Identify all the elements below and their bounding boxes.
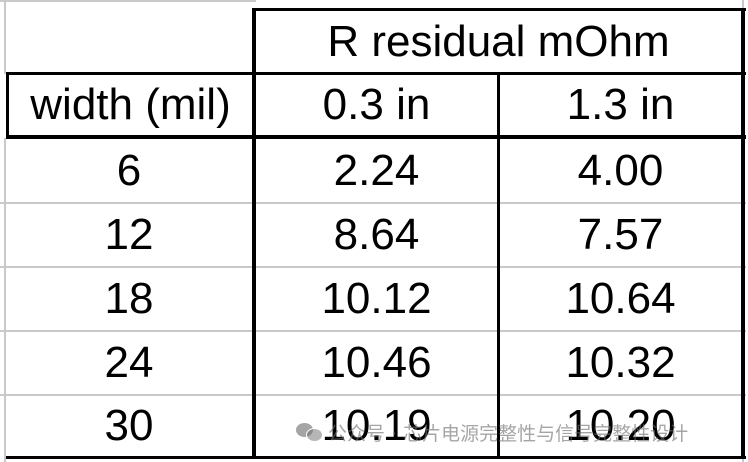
table-cell-1-3-in: 7.57 [577, 210, 664, 259]
grid-line [4, 0, 6, 74]
border-line [6, 72, 9, 139]
table-cell-0-3-in: 10.12 [321, 274, 432, 323]
column-header-0-3-in: 0.3 in [322, 80, 431, 129]
table-cell-0-3-in: 8.64 [333, 210, 420, 259]
table-cell-1-3-in: 10.20 [565, 401, 676, 450]
grid-line [0, 0, 256, 2]
grid-line [0, 330, 256, 332]
column-header-1-3-in: 1.3 in [566, 80, 675, 129]
border-line [252, 8, 746, 11]
watermark-text: 公众号 · 芯片电源完整性与信号完整性设计 [328, 422, 689, 445]
grid-line [0, 266, 256, 268]
table-cell-1-3-in: 4.00 [577, 145, 664, 195]
border-line [6, 72, 256, 75]
table-cell-width: 30 [104, 401, 154, 450]
grid-line [0, 394, 256, 396]
table-cell-1-3-in: 10.32 [565, 338, 676, 387]
grid-line [256, 266, 746, 268]
column-header-width: width (mil) [30, 80, 231, 129]
grid-line [0, 202, 256, 204]
table-cell-width: 18 [104, 274, 154, 323]
table-cell-0-3-in: 10.46 [321, 338, 432, 387]
table-cell-width: 6 [116, 145, 142, 195]
border-line [741, 8, 745, 459]
table-cell-1-3-in: 10.64 [565, 274, 676, 323]
wechat-icon [296, 422, 323, 442]
grid-line [256, 330, 746, 332]
watermark: 公众号 · 芯片电源完整性与信号完整性设计 [296, 418, 688, 446]
table-cell-width: 12 [104, 210, 154, 259]
border-line [6, 456, 746, 459]
table-cell-width: 24 [104, 338, 154, 387]
group-header: R residual mOhm [327, 16, 670, 66]
border-line [497, 72, 500, 459]
grid-line [256, 202, 746, 204]
table-cell-0-3-in: 2.24 [333, 145, 420, 195]
border-line [6, 135, 746, 139]
grid-line [256, 394, 746, 396]
table-cell-0-3-in: 10.19 [321, 401, 432, 450]
grid-line [4, 138, 6, 462]
border-line [252, 8, 256, 459]
